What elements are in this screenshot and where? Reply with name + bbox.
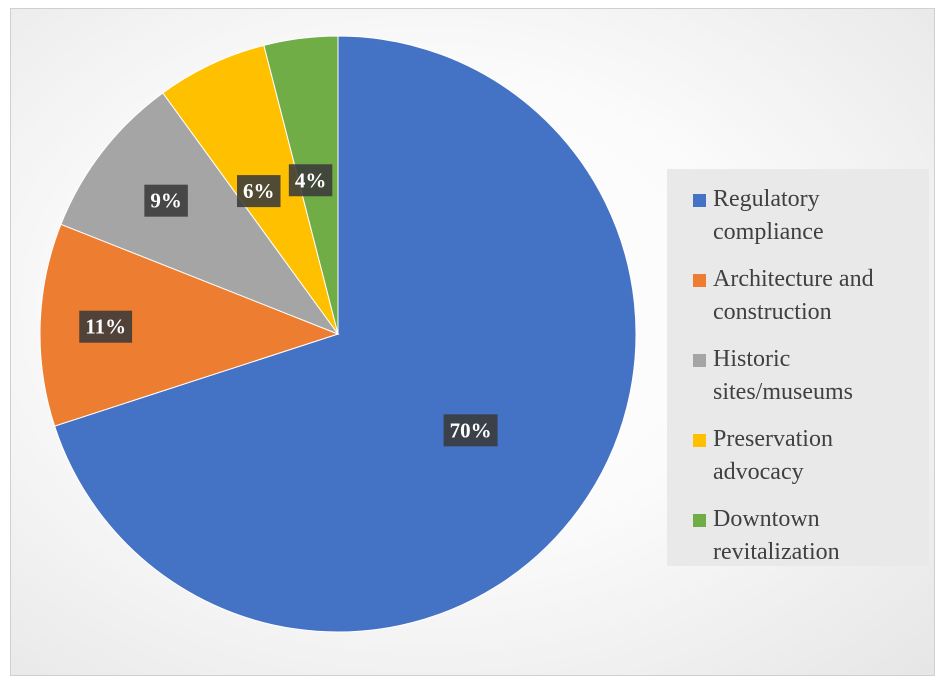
legend-swatch	[693, 274, 706, 287]
legend-swatch	[693, 514, 706, 527]
data-label-text: 11%	[85, 315, 126, 339]
data-label-downtown-revitalization: 4%	[288, 164, 333, 197]
legend-label-line: sites/museums	[713, 379, 854, 405]
legend-item-preservation-advocacy: Preservation advocacy	[693, 423, 943, 489]
legend-item-architecture-and-construction: Architecture and construction	[693, 263, 943, 329]
pie-chart: 70% 11% 9% 6% 4%	[39, 35, 637, 633]
data-label-text: 70%	[450, 418, 492, 442]
chart-area: 70% 11% 9% 6% 4% Regulatory compliance Archite…	[10, 8, 935, 676]
legend-label-line: Regulatory	[713, 186, 820, 212]
legend-label-line: revitalization	[713, 539, 840, 565]
data-label-box	[237, 175, 281, 208]
data-label-box	[288, 164, 333, 197]
pie-slice-regulatory-compliance	[53, 35, 637, 633]
data-label-box	[443, 414, 498, 447]
data-label-preservation-advocacy: 6%	[237, 175, 281, 208]
legend-item-downtown-revitalization: Downtown revitalization	[693, 503, 943, 569]
legend-swatch	[693, 354, 706, 367]
legend-label-line: construction	[713, 299, 832, 325]
legend-label-line: advocacy	[713, 459, 804, 485]
legend-label-line: Architecture and	[713, 266, 874, 292]
data-label-regulatory-compliance: 70%	[443, 414, 498, 447]
legend-label-line: Preservation	[713, 426, 833, 452]
legend-label-line: Downtown	[713, 506, 820, 532]
legend-label-line: compliance	[713, 219, 824, 245]
data-label-text: 6%	[243, 179, 275, 203]
data-label-text: 4%	[295, 168, 327, 192]
data-label-box	[79, 310, 133, 343]
legend-swatch	[693, 194, 706, 207]
data-label-historic-sites-museums: 9%	[144, 184, 188, 217]
pie-slice-architecture-and-construction	[39, 223, 340, 427]
data-label-architecture-and-construction: 11%	[79, 310, 133, 343]
legend-item-historic-sites-museums: Historic sites/museums	[693, 343, 943, 409]
pie-slice-historic-sites-museums	[60, 92, 340, 336]
legend-item-regulatory-compliance: Regulatory compliance	[693, 183, 943, 249]
data-label-text: 9%	[150, 189, 182, 213]
legend-label-line: Historic	[713, 346, 791, 372]
legend: Regulatory compliance Architecture and cons…	[667, 169, 929, 566]
legend-swatch	[693, 434, 706, 447]
data-label-box	[144, 184, 188, 217]
